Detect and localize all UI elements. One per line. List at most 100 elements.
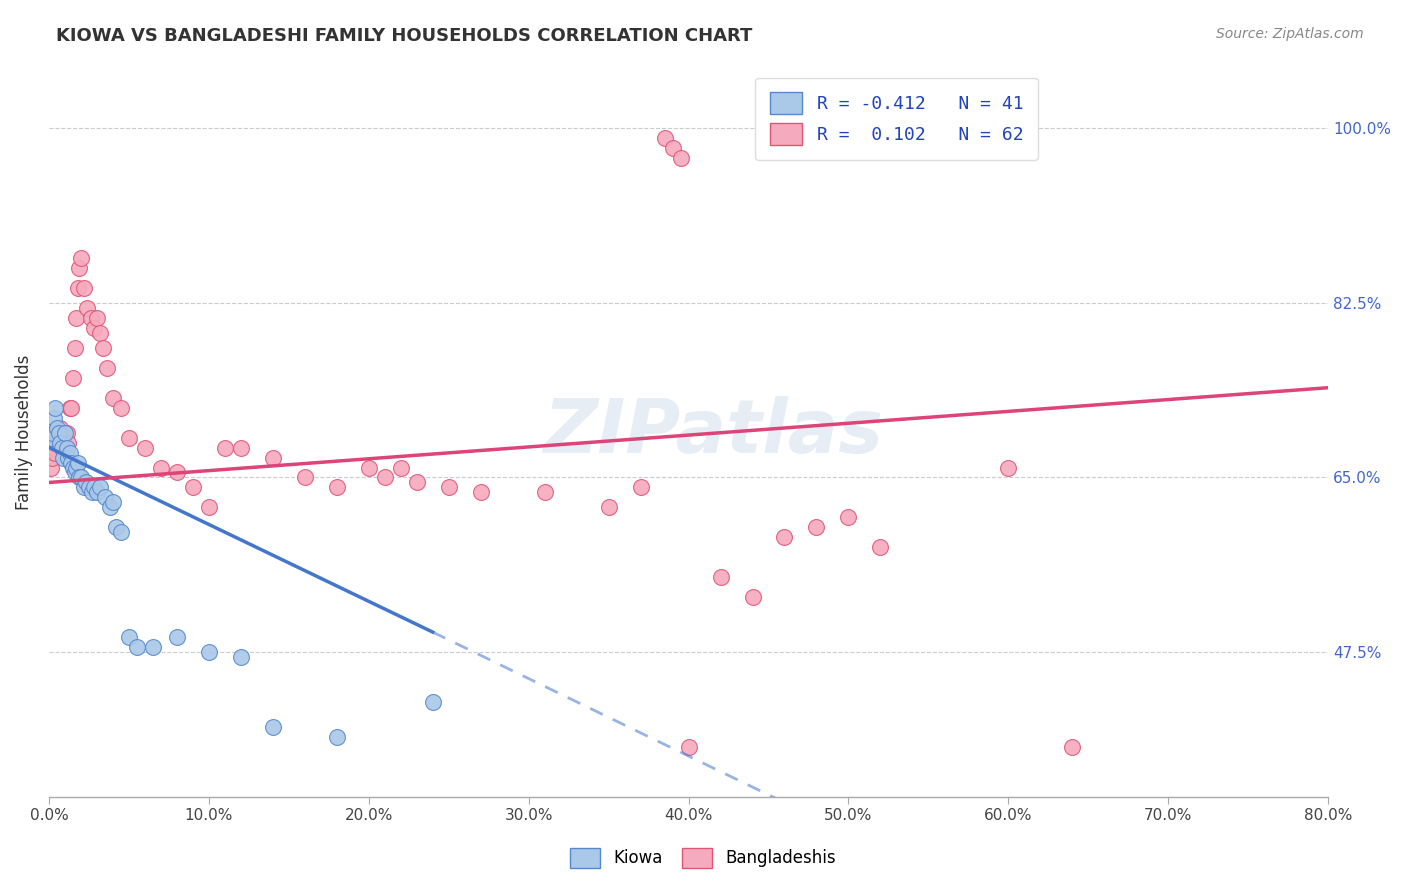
Point: [65, 310, 87, 325]
Legend: R = -0.412   N = 41, R =  0.102   N = 62: R = -0.412 N = 41, R = 0.102 N = 62: [755, 78, 1038, 160]
Point: [869, 541, 891, 555]
Point: [46, 431, 69, 445]
Point: [49, 420, 72, 434]
Point: [166, 466, 188, 480]
Point: [67, 470, 90, 484]
Point: [52, 425, 75, 440]
Point: [41, 450, 63, 465]
Point: [661, 141, 683, 155]
Point: [118, 431, 141, 445]
Point: [214, 441, 236, 455]
Point: [62, 370, 84, 384]
Point: [422, 695, 444, 709]
Point: [75, 475, 97, 490]
Point: [262, 720, 284, 734]
Point: [374, 470, 396, 484]
Point: [66, 281, 89, 295]
Point: [598, 500, 620, 515]
Point: [357, 460, 380, 475]
Point: [101, 495, 124, 509]
Point: [533, 485, 555, 500]
Point: [94, 491, 117, 505]
Point: [56, 450, 79, 465]
Text: Source: ZipAtlas.com: Source: ZipAtlas.com: [1216, 27, 1364, 41]
Point: [96, 360, 118, 375]
Point: [149, 460, 172, 475]
Point: [678, 739, 700, 754]
Point: [773, 530, 796, 544]
Point: [89, 480, 111, 494]
Point: [110, 401, 132, 415]
Point: [82, 485, 104, 500]
Point: [1062, 739, 1084, 754]
Point: [118, 630, 141, 644]
Point: [89, 326, 111, 340]
Point: [73, 480, 96, 494]
Point: [470, 485, 492, 500]
Point: [125, 640, 148, 654]
Point: [83, 480, 105, 494]
Point: [55, 425, 77, 440]
Point: [56, 435, 79, 450]
Point: [997, 460, 1019, 475]
Point: [79, 310, 101, 325]
Point: [46, 420, 69, 434]
Point: [51, 435, 73, 450]
Point: [67, 260, 90, 275]
Point: [294, 470, 316, 484]
Point: [77, 480, 100, 494]
Point: [60, 456, 83, 470]
Point: [76, 301, 98, 315]
Point: [39, 460, 62, 475]
Point: [48, 425, 70, 440]
Point: [105, 520, 128, 534]
Point: [86, 310, 108, 325]
Point: [42, 441, 65, 455]
Point: [55, 441, 77, 455]
Point: [806, 520, 828, 534]
Point: [42, 410, 65, 425]
Point: [41, 425, 63, 440]
Point: [181, 480, 204, 494]
Point: [63, 466, 86, 480]
Point: [741, 590, 763, 604]
Point: [166, 630, 188, 644]
Point: [837, 510, 859, 524]
Point: [437, 480, 460, 494]
Point: [229, 441, 252, 455]
Point: [198, 500, 221, 515]
Text: KIOWA VS BANGLADESHI FAMILY HOUSEHOLDS CORRELATION CHART: KIOWA VS BANGLADESHI FAMILY HOUSEHOLDS C…: [56, 27, 752, 45]
Point: [326, 730, 349, 744]
Point: [59, 401, 82, 415]
Point: [110, 525, 132, 540]
Point: [101, 391, 124, 405]
Point: [51, 441, 73, 455]
Point: [70, 251, 93, 265]
Point: [53, 441, 76, 455]
Point: [73, 281, 96, 295]
Point: [39, 431, 62, 445]
Point: [53, 425, 76, 440]
Point: [48, 425, 70, 440]
Point: [66, 456, 89, 470]
Point: [654, 131, 676, 145]
Point: [91, 341, 114, 355]
Point: [63, 341, 86, 355]
Y-axis label: Family Households: Family Households: [15, 355, 32, 510]
Point: [98, 500, 121, 515]
Text: ZIPatlas: ZIPatlas: [544, 396, 884, 469]
Point: [326, 480, 349, 494]
Point: [405, 475, 427, 490]
Point: [229, 650, 252, 665]
Point: [52, 450, 75, 465]
Point: [86, 485, 108, 500]
Point: [70, 470, 93, 484]
Point: [44, 445, 66, 459]
Legend: Kiowa, Bangladeshis: Kiowa, Bangladeshis: [562, 841, 844, 875]
Point: [262, 450, 284, 465]
Point: [709, 570, 731, 584]
Point: [630, 480, 652, 494]
Point: [44, 401, 66, 415]
Point: [60, 401, 83, 415]
Point: [65, 460, 87, 475]
